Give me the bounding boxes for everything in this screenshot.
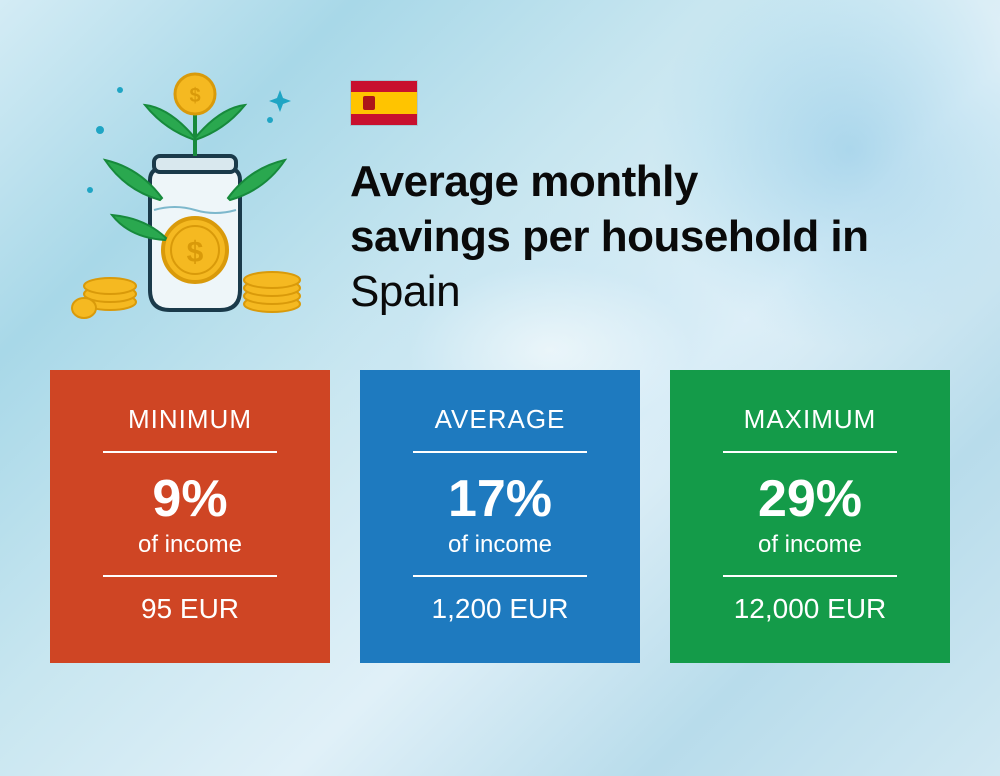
stat-card-minimum: MINIMUM 9% of income 95 EUR <box>50 370 330 663</box>
spain-flag-icon <box>350 80 418 126</box>
card-percent: 9% <box>78 469 302 529</box>
card-label: MINIMUM <box>78 404 302 435</box>
title-block: Average monthly savings per household in… <box>350 60 950 319</box>
card-sub: of income <box>78 531 302 559</box>
stat-cards-row: MINIMUM 9% of income 95 EUR AVERAGE 17% … <box>0 320 1000 663</box>
card-amount: 12,000 EUR <box>698 593 922 625</box>
divider <box>723 451 898 453</box>
title-line-1: Average monthly <box>350 157 698 206</box>
stat-card-maximum: MAXIMUM 29% of income 12,000 EUR <box>670 370 950 663</box>
coin-stack-left-icon <box>72 278 136 318</box>
stat-card-average: AVERAGE 17% of income 1,200 EUR <box>360 370 640 663</box>
card-amount: 1,200 EUR <box>388 593 612 625</box>
divider <box>413 451 588 453</box>
title-line-2: savings per household in <box>350 212 869 261</box>
card-percent: 17% <box>388 469 612 529</box>
country-name: Spain <box>350 267 460 316</box>
jar-icon: $ <box>150 156 240 310</box>
card-percent: 29% <box>698 469 922 529</box>
divider <box>103 451 278 453</box>
svg-text:$: $ <box>189 85 200 107</box>
svg-text:$: $ <box>187 236 204 269</box>
card-label: MAXIMUM <box>698 404 922 435</box>
card-sub: of income <box>698 531 922 559</box>
divider <box>723 575 898 577</box>
card-amount: 95 EUR <box>78 593 302 625</box>
card-sub: of income <box>388 531 612 559</box>
header: $ $ <box>0 0 1000 320</box>
coin-stack-right-icon <box>244 272 300 312</box>
divider <box>413 575 588 577</box>
savings-jar-illustration: $ $ <box>70 60 310 320</box>
page-title: Average monthly savings per household in… <box>350 154 950 319</box>
divider <box>103 575 278 577</box>
card-label: AVERAGE <box>388 404 612 435</box>
